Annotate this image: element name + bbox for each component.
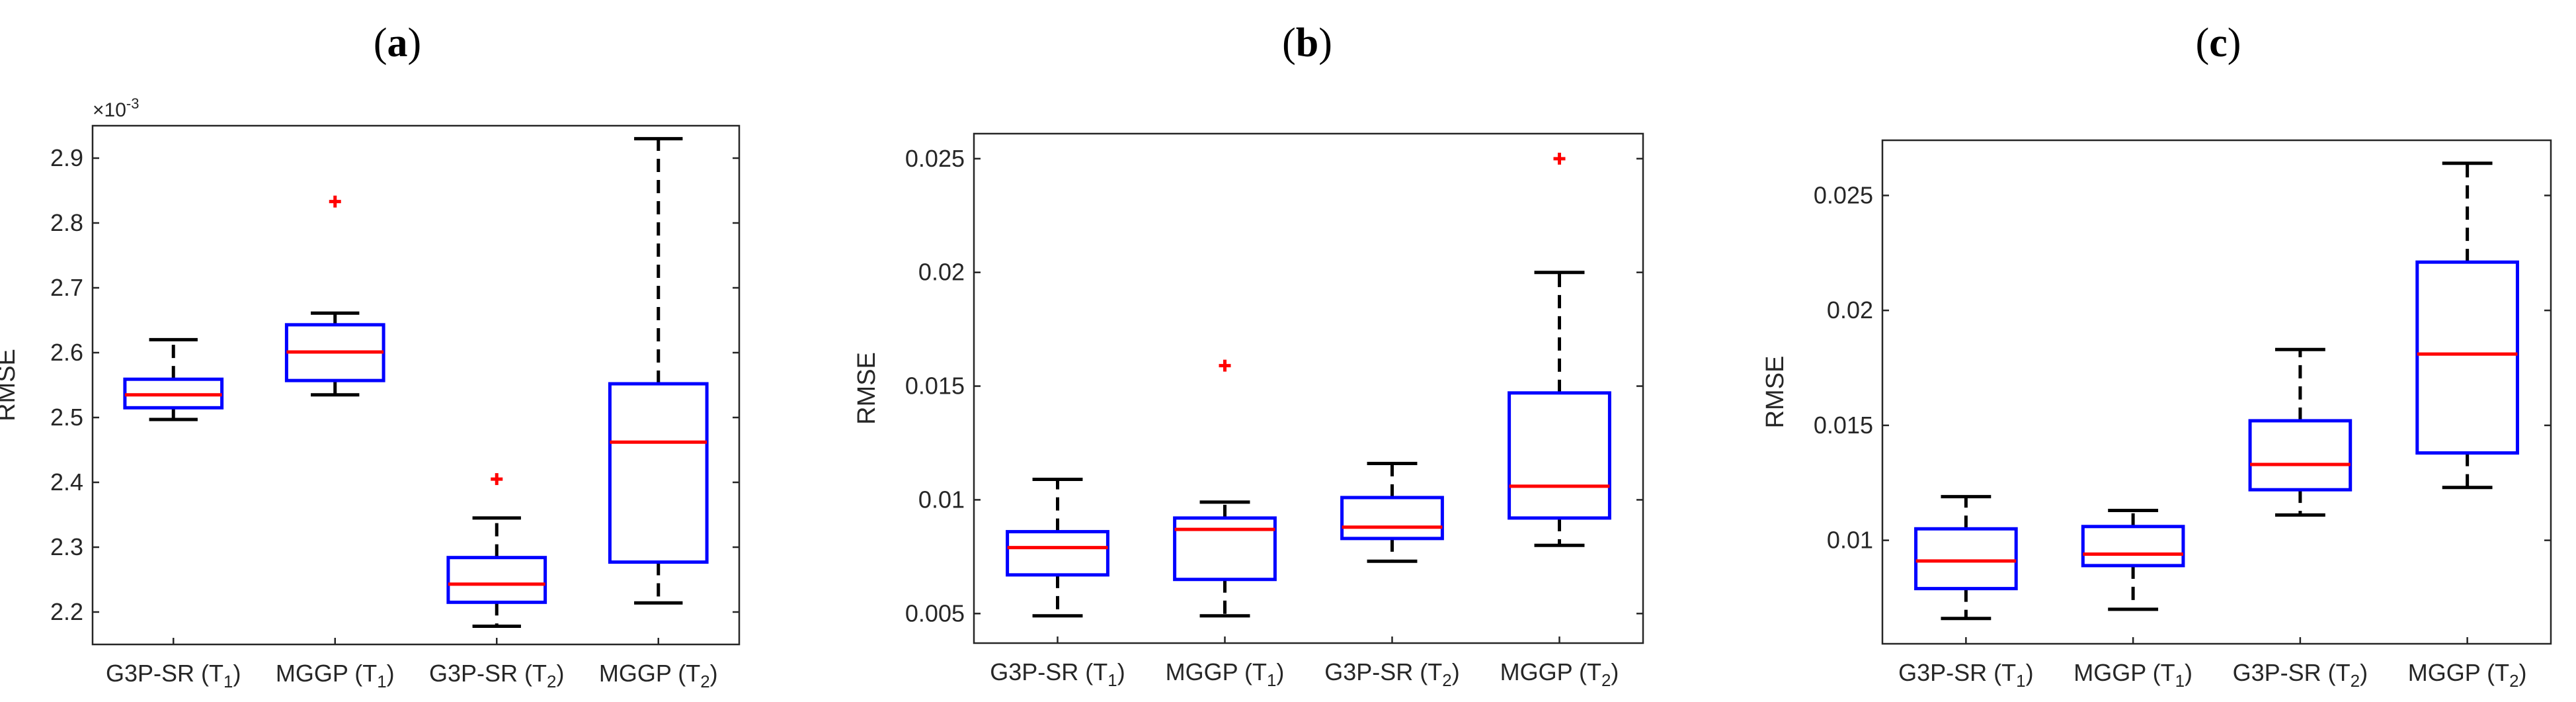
y-tick-label: 2.6	[50, 339, 83, 366]
plot-frame	[973, 132, 1644, 644]
y-tick-label: 0.015	[1814, 412, 1873, 439]
panel-title: (c)	[2196, 21, 2241, 66]
iqr-box	[1508, 391, 1611, 520]
x-tick-label: MGGP (T1)	[276, 660, 395, 691]
outlier-marker	[1553, 152, 1566, 165]
y-tick-label: 0.015	[905, 373, 965, 400]
box-3	[446, 473, 547, 629]
x-tick-label: G3P-SR (T1)	[1898, 659, 2033, 691]
y-tick-label: 0.025	[905, 145, 965, 172]
x-tick-label: MGGP (T2)	[2408, 659, 2527, 691]
box-4	[2415, 161, 2519, 490]
panel-title: (a)	[374, 21, 421, 66]
box-2	[1173, 359, 1277, 618]
iqr-box	[1173, 516, 1277, 582]
y-tick-label: 2.8	[50, 209, 83, 236]
x-tick-label: G3P-SR (T2)	[429, 660, 564, 691]
iqr-box	[2415, 260, 2519, 455]
y-tick-label: 0.02	[1827, 296, 1873, 324]
y-tick-label: 2.4	[50, 468, 83, 496]
box-2	[2081, 508, 2185, 611]
y-tick-label: 2.5	[50, 404, 83, 431]
y-tick-label: 2.7	[50, 274, 83, 301]
box-1	[1006, 478, 1109, 618]
x-tick-label: MGGP (T2)	[1500, 658, 1619, 690]
plot-frame	[1881, 139, 2552, 645]
x-tick-label: G3P-SR (T2)	[1324, 658, 1459, 690]
box-4	[1508, 152, 1611, 547]
x-tick-label: MGGP (T2)	[599, 660, 718, 691]
y-tick-label: 0.01	[918, 486, 965, 513]
y-tick-label: 2.2	[50, 598, 83, 625]
x-tick-label: MGGP (T1)	[2073, 659, 2193, 691]
x-tick-label: G3P-SR (T1)	[106, 660, 241, 691]
y-tick-label: 0.02	[918, 259, 965, 286]
box-1	[123, 337, 224, 421]
iqr-box	[446, 556, 547, 604]
outlier-marker	[329, 195, 341, 208]
outlier-marker	[491, 473, 503, 486]
y-tick-label: 2.3	[50, 533, 83, 560]
iqr-box	[2081, 525, 2185, 568]
y-tick-label: 0.025	[1814, 181, 1873, 208]
iqr-box	[1914, 527, 2018, 591]
panel-title: (b)	[1282, 21, 1332, 66]
chart-panel-b: (b) 0.005 0.01 0.015 0.02 0.025 RMSE G3P-SR (T1…	[853, 21, 1644, 690]
panel-label: a	[387, 21, 408, 66]
iqr-box	[2248, 419, 2353, 492]
box-2	[284, 195, 385, 397]
box-4	[608, 137, 709, 605]
iqr-box	[608, 382, 709, 564]
iqr-box	[1340, 496, 1444, 541]
x-tick-label: G3P-SR (T2)	[2233, 659, 2368, 691]
y-tick-label: 2.9	[50, 144, 83, 171]
box-3	[2248, 347, 2353, 517]
outlier-marker	[1219, 359, 1231, 372]
chart-panel-c: (c) 0.01 0.015 0.02 0.025 RMSE G3P-SR (T1) MGGP…	[1761, 21, 2552, 691]
chart-panel-a: (a) 2.2 2.3 2.4 2.5 2.6 2.7 2.8 2.9 RMSE ×10-3 G3P-…	[0, 21, 741, 691]
x-tick-label: MGGP (T1)	[1166, 658, 1285, 690]
panel-label: b	[1296, 21, 1318, 66]
y-tick-label: 0.005	[905, 599, 965, 627]
y-axis-label: RMSE	[853, 352, 881, 425]
y-axis-label: RMSE	[0, 349, 20, 421]
iqr-box	[1006, 530, 1109, 577]
y-axis-label: RMSE	[1761, 356, 1789, 429]
box-3	[1340, 461, 1444, 563]
y-tick-label: 0.01	[1827, 527, 1873, 554]
x-tick-label: G3P-SR (T1)	[990, 658, 1125, 690]
panel-label: c	[2209, 21, 2228, 66]
box-1	[1914, 495, 2018, 621]
plot-frame	[91, 124, 741, 646]
y-exponent-label: ×10-3	[93, 95, 139, 121]
